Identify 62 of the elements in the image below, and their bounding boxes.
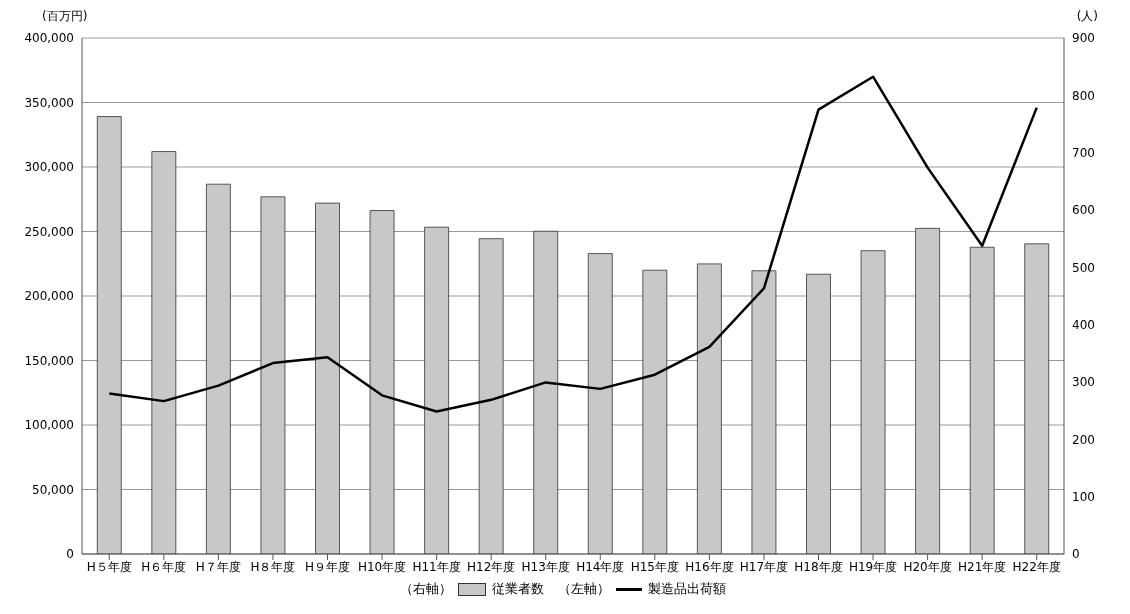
legend-label: 従業者数 xyxy=(492,580,544,598)
x-tick-label: H８年度 xyxy=(250,559,296,574)
bar xyxy=(860,250,886,554)
y-tick-label: 150,000 xyxy=(24,353,74,368)
y-tick-label: 0 xyxy=(66,547,74,562)
y-tick-label: 250,000 xyxy=(24,224,74,239)
y-tick-label: 300,000 xyxy=(24,160,74,175)
bar xyxy=(1024,243,1050,554)
y2-tick-label: 800 xyxy=(1072,88,1095,103)
bar xyxy=(424,226,450,554)
x-tick-label: H９年度 xyxy=(304,559,351,574)
x-tick-label: H13年度 xyxy=(521,559,570,574)
x-tick-label: H18年度 xyxy=(794,559,843,574)
bar xyxy=(642,269,668,554)
line-series xyxy=(108,75,1038,413)
text: （右軸） xyxy=(400,580,452,598)
bar xyxy=(205,183,231,554)
y-tick-label: 350,000 xyxy=(24,95,74,110)
y-tick-label: 50,000 xyxy=(32,482,74,497)
x-tick-label: H21年度 xyxy=(958,559,1007,574)
x-tick-label: H６年度 xyxy=(141,559,187,574)
y-axis-title: (百万円) xyxy=(42,8,88,24)
bar xyxy=(969,246,995,554)
y-tick-label: 200,000 xyxy=(24,289,74,304)
x-tick-label: H22年度 xyxy=(1012,559,1061,574)
x-tick-label: H11年度 xyxy=(412,559,461,574)
x-tick-label: H16年度 xyxy=(685,559,734,574)
legend-label: 製造品出荷額 xyxy=(648,580,726,598)
x-tick-label: H20年度 xyxy=(903,559,952,574)
bar xyxy=(478,238,504,554)
y-tick-label: 400,000 xyxy=(24,31,74,46)
x-tick-label: H15年度 xyxy=(630,559,679,574)
bar xyxy=(915,227,941,554)
bar xyxy=(260,196,286,554)
text: （左軸） xyxy=(558,580,610,598)
y-tick-label: 100,000 xyxy=(24,418,74,433)
x-tick-label: H10年度 xyxy=(357,559,407,574)
y2-tick-label: 300 xyxy=(1072,375,1095,390)
y2-tick-label: 200 xyxy=(1072,432,1095,447)
y2-tick-label: 500 xyxy=(1072,260,1095,275)
y2-tick-label: 700 xyxy=(1072,145,1095,160)
bar xyxy=(151,151,177,554)
x-tick-label: H12年度 xyxy=(467,559,516,574)
bar xyxy=(369,210,395,554)
bar xyxy=(696,263,722,554)
bar xyxy=(587,253,613,554)
x-tick-label: H７年度 xyxy=(195,559,241,574)
y2-tick-label: 0 xyxy=(1072,547,1080,562)
y2-tick-label: 400 xyxy=(1072,317,1095,332)
x-tick-label: H19年度 xyxy=(848,559,898,574)
y2-axis-title: (人) xyxy=(1076,8,1098,24)
y2-tick-label: 900 xyxy=(1072,31,1095,46)
x-tick-label: H14年度 xyxy=(576,559,625,574)
x-tick-label: H５年度 xyxy=(86,559,132,574)
bar xyxy=(96,116,122,554)
y2-tick-label: 100 xyxy=(1072,489,1095,504)
x-tick-label: H17年度 xyxy=(739,559,789,574)
bar xyxy=(806,273,831,554)
bar xyxy=(315,202,340,554)
bar xyxy=(751,270,777,554)
bar xyxy=(533,230,559,554)
y2-tick-label: 600 xyxy=(1072,203,1095,218)
